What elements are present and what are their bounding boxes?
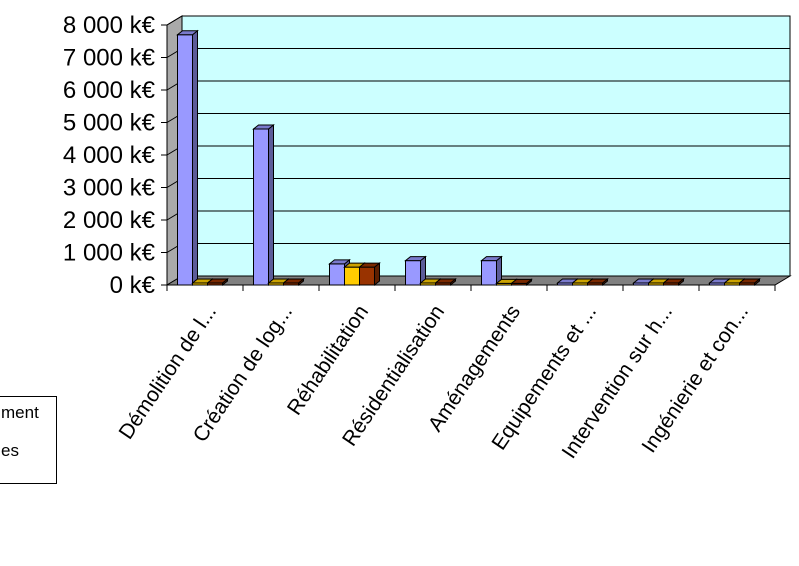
bar	[404, 255, 427, 287]
y-tick-label: 4 000 k€	[63, 142, 156, 169]
y-tick-label: 0 k€	[110, 272, 156, 299]
bar	[480, 255, 503, 287]
bar	[358, 262, 381, 287]
y-tick-label: 2 000 k€	[63, 207, 156, 234]
y-tick-label: 8 000 k€	[63, 12, 156, 39]
bar	[282, 277, 305, 287]
y-axis: 0 k€ 1 000 k€ 2 000 k€ 3 000 k€ 4 000 k€ 5 00…	[63, 12, 168, 299]
bar	[510, 278, 533, 287]
bar-side	[192, 29, 198, 287]
bar	[662, 277, 685, 287]
bar-top	[404, 256, 427, 262]
legend: ment es	[0, 396, 57, 484]
y-tick-label: 1 000 k€	[63, 240, 156, 267]
gridline	[166, 15, 790, 26]
bar	[434, 277, 457, 287]
y-tick-label: 5 000 k€	[63, 110, 156, 137]
bar-top	[434, 278, 457, 284]
y-tick-label: 7 000 k€	[63, 45, 156, 72]
bar-front	[344, 266, 360, 286]
bar-top	[480, 256, 503, 262]
legend-entry-1: ment	[1, 403, 39, 422]
bar-top	[206, 278, 229, 284]
y-tick-label: 3 000 k€	[63, 175, 156, 202]
bar-top	[738, 278, 761, 284]
bar-top	[586, 278, 609, 284]
x-axis: Démolition de l...Création de log...Réha…	[115, 285, 776, 463]
bar	[738, 277, 761, 287]
bar	[586, 277, 609, 287]
bar-top	[328, 259, 351, 265]
bar	[176, 29, 199, 287]
bar-side	[268, 123, 274, 287]
bars	[176, 29, 761, 287]
bar-front	[177, 34, 193, 286]
bar-top	[176, 30, 199, 36]
x-tick-label: Réhabilitation	[283, 301, 373, 419]
bar	[252, 123, 275, 287]
bar-top	[358, 262, 381, 268]
bar	[206, 277, 229, 287]
bar-top	[282, 278, 305, 284]
bar-top	[510, 278, 533, 284]
bar-front	[481, 260, 497, 286]
bar-top	[662, 278, 685, 284]
legend-entry-2: es	[1, 441, 19, 460]
bar-top	[252, 124, 275, 130]
bar-front	[329, 263, 345, 286]
bar-front	[253, 128, 269, 286]
bar-front	[359, 266, 375, 286]
bar-front	[405, 260, 421, 286]
y-tick-label: 6 000 k€	[63, 77, 156, 104]
